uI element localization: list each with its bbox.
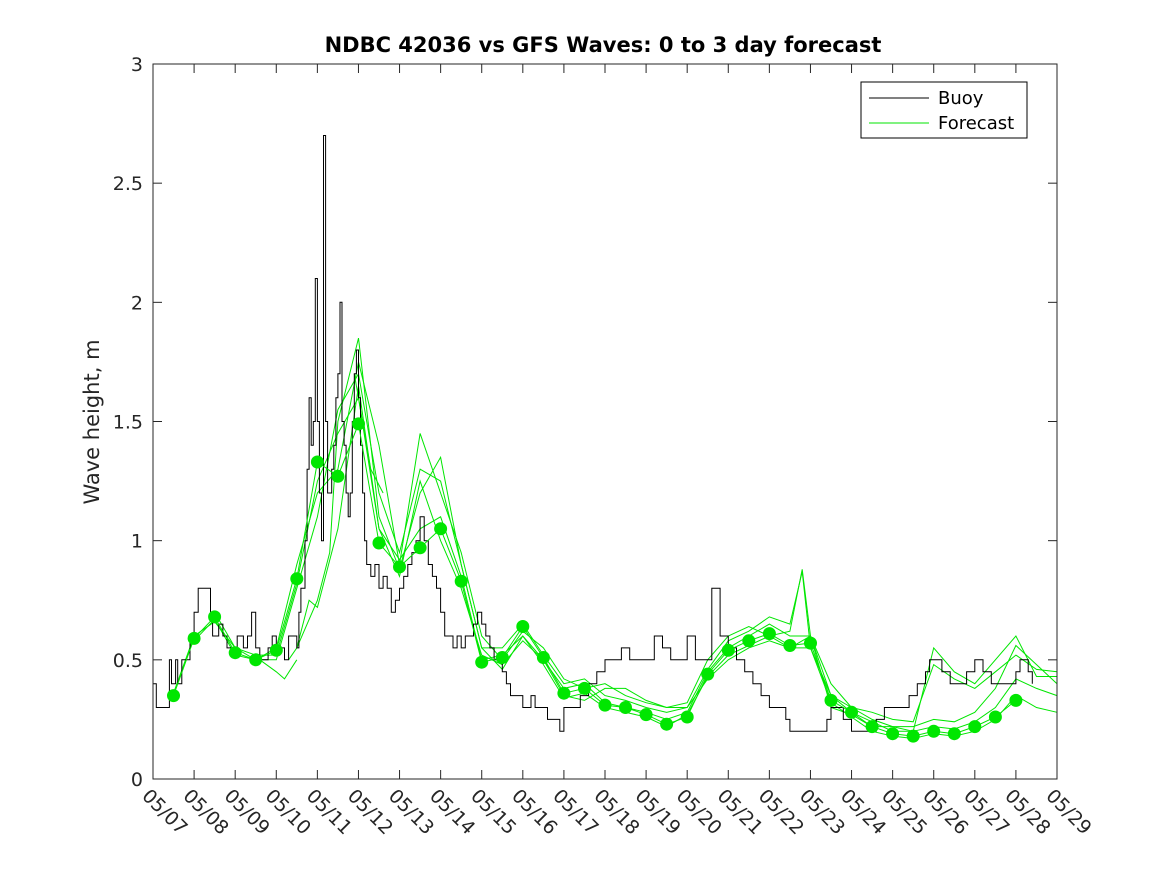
forecast-point	[557, 686, 571, 700]
forecast-run-line-1	[193, 372, 1058, 728]
forecast-point	[927, 724, 941, 738]
forecast-point	[454, 574, 468, 588]
plot-area	[153, 135, 1058, 743]
chart-title: NDBC 42036 vs GFS Waves: 0 to 3 day fore…	[325, 33, 882, 57]
forecast-point	[228, 646, 242, 660]
forecast-point	[845, 705, 858, 719]
forecast-point	[680, 710, 694, 724]
forecast-point	[516, 620, 530, 633]
y-tick-label: 2.5	[113, 173, 143, 195]
forecast-point	[783, 639, 797, 652]
forecast-point	[598, 698, 612, 712]
forecast-run-line-5	[259, 659, 298, 680]
forecast-point	[413, 541, 427, 555]
y-tick-label: 3	[131, 54, 143, 76]
legend-buoy-label: Buoy	[938, 88, 984, 109]
forecast-point	[310, 455, 324, 469]
forecast-point	[865, 720, 879, 734]
forecast-point	[372, 536, 386, 550]
forecast-point	[742, 634, 756, 648]
forecast-point	[187, 631, 201, 645]
forecast-point	[290, 572, 304, 586]
legend: Buoy Forecast	[860, 81, 1028, 139]
legend-box	[860, 81, 1028, 139]
forecast-point	[208, 610, 222, 624]
forecast-point	[352, 417, 365, 431]
y-tick-label: 2	[131, 292, 143, 314]
y-tick-label: 1	[131, 531, 143, 553]
forecast-point	[249, 653, 263, 667]
forecast-point	[475, 655, 489, 669]
forecast-run-line-6	[353, 373, 384, 494]
forecast-run-line-3	[288, 385, 1057, 732]
forecast-point	[660, 717, 674, 731]
forecast-point	[886, 727, 900, 741]
legend-forecast-label: Forecast	[938, 113, 1014, 134]
forecast-point	[762, 627, 776, 641]
forecast-point	[1009, 693, 1023, 707]
forecast-point	[619, 701, 632, 714]
forecast-point	[578, 681, 591, 695]
forecast-point	[167, 689, 180, 703]
forecast-point	[824, 693, 838, 707]
y-tick-label: 0.5	[113, 650, 143, 672]
forecast-point	[393, 560, 406, 574]
forecast-point	[988, 710, 1002, 724]
forecast-point	[906, 729, 920, 743]
forecast-point	[721, 643, 735, 657]
forecast-point	[434, 522, 448, 536]
forecast-point	[269, 643, 283, 657]
forecast-point	[536, 651, 550, 664]
forecast-point	[639, 708, 653, 722]
y-tick-label: 0	[131, 769, 143, 791]
forecast-point	[331, 469, 345, 483]
forecast-point	[804, 636, 817, 650]
y-tick-label: 1.5	[113, 412, 143, 434]
forecast-point	[701, 667, 715, 681]
forecast-point	[947, 727, 961, 741]
forecast-point	[968, 720, 982, 734]
y-axis-label: Wave height, m	[80, 339, 104, 504]
forecast-point	[495, 651, 509, 664]
